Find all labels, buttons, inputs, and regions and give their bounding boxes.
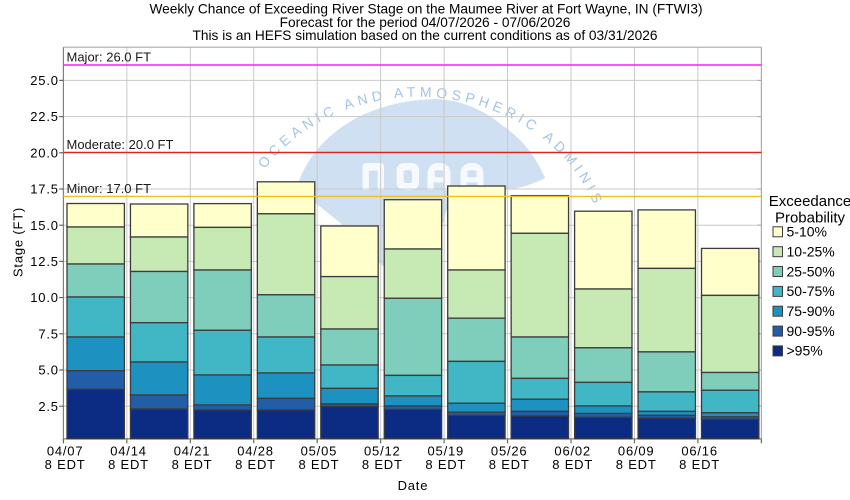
- svg-text:8 EDT: 8 EDT: [616, 457, 657, 472]
- svg-text:Probability: Probability: [775, 210, 846, 227]
- svg-text:05/26: 05/26: [491, 443, 528, 458]
- svg-text:10.0: 10.0: [30, 290, 59, 305]
- svg-text:This is an HEFS simulation bas: This is an HEFS simulation based on the …: [193, 28, 658, 43]
- svg-text:7.5: 7.5: [38, 326, 58, 341]
- svg-text:8 EDT: 8 EDT: [235, 457, 276, 472]
- svg-text:8 EDT: 8 EDT: [489, 457, 530, 472]
- svg-text:Stage (FT): Stage (FT): [11, 207, 26, 277]
- svg-text:22.5: 22.5: [30, 109, 59, 124]
- svg-text:50-75%: 50-75%: [787, 283, 835, 299]
- svg-text:17.5: 17.5: [30, 182, 59, 197]
- svg-text:8 EDT: 8 EDT: [425, 457, 466, 472]
- svg-text:Minor: 17.0 FT: Minor: 17.0 FT: [67, 181, 152, 196]
- svg-text:04/28: 04/28: [237, 443, 274, 458]
- svg-text:15.0: 15.0: [30, 218, 59, 233]
- svg-text:>95%: >95%: [787, 343, 823, 359]
- svg-text:04/07: 04/07: [47, 443, 84, 458]
- svg-text:04/14: 04/14: [110, 443, 147, 458]
- svg-text:05/12: 05/12: [364, 443, 401, 458]
- svg-text:8 EDT: 8 EDT: [552, 457, 593, 472]
- svg-text:20.0: 20.0: [30, 145, 59, 160]
- svg-text:Exceedance: Exceedance: [769, 193, 850, 210]
- svg-text:8 EDT: 8 EDT: [172, 457, 213, 472]
- svg-text:5-10%: 5-10%: [787, 224, 827, 240]
- svg-text:75-90%: 75-90%: [787, 303, 835, 319]
- svg-text:90-95%: 90-95%: [787, 323, 835, 339]
- svg-text:8 EDT: 8 EDT: [679, 457, 720, 472]
- svg-text:Weekly Chance of Exceeding Riv: Weekly Chance of Exceeding River Stage o…: [149, 2, 702, 17]
- svg-text:05/19: 05/19: [428, 443, 465, 458]
- svg-text:06/02: 06/02: [554, 443, 591, 458]
- svg-text:2.5: 2.5: [38, 399, 58, 414]
- svg-text:Moderate: 20.0 FT: Moderate: 20.0 FT: [67, 137, 174, 152]
- svg-text:25-50%: 25-50%: [787, 263, 835, 279]
- svg-text:8 EDT: 8 EDT: [298, 457, 339, 472]
- svg-text:04/21: 04/21: [174, 443, 211, 458]
- svg-text:06/16: 06/16: [681, 443, 718, 458]
- svg-text:25.0: 25.0: [30, 73, 59, 88]
- svg-text:Date: Date: [398, 478, 429, 493]
- svg-text:12.5: 12.5: [30, 254, 59, 269]
- svg-text:8 EDT: 8 EDT: [45, 457, 86, 472]
- svg-text:Major: 26.0 FT: Major: 26.0 FT: [67, 50, 152, 65]
- svg-text:8 EDT: 8 EDT: [362, 457, 403, 472]
- svg-text:5.0: 5.0: [38, 363, 58, 378]
- svg-text:Forecast for the period 04/07/: Forecast for the period 04/07/2026 - 07/…: [280, 15, 571, 30]
- svg-text:06/09: 06/09: [618, 443, 655, 458]
- svg-text:8 EDT: 8 EDT: [108, 457, 149, 472]
- svg-text:05/05: 05/05: [301, 443, 338, 458]
- svg-text:10-25%: 10-25%: [787, 243, 835, 259]
